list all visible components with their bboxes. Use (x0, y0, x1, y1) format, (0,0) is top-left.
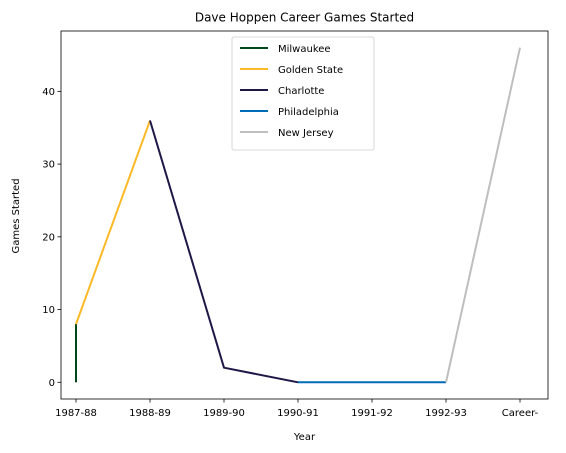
y-tick-label: 30 (42, 160, 55, 171)
legend-label: Milwaukee (278, 44, 331, 55)
y-tick-label: 10 (42, 305, 55, 316)
y-axis-label: Games Started (11, 178, 22, 253)
y-tick-label: 40 (42, 87, 55, 98)
series-line-new-jersey (445, 47, 521, 383)
chart-title: Dave Hoppen Career Games Started (195, 11, 414, 25)
legend-box (231, 36, 375, 151)
x-tick-label: 1987-88 (55, 408, 97, 419)
legend-label: Golden State (278, 65, 343, 76)
plot-frame (60, 30, 549, 400)
legend-label: Philadelphia (278, 107, 339, 118)
x-tick-label: Career- (502, 408, 539, 419)
series-line-golden-state (75, 120, 151, 325)
axes: 1987-88 1988-89 1989-90 1990-91 1991-92 1992-… (42, 30, 549, 419)
x-tick-label: 1991-92 (351, 408, 393, 419)
x-axis-label: Year (293, 432, 316, 443)
legend: Milwaukee Golden State Charlotte Philadelph… (231, 36, 375, 151)
plot-area (75, 47, 521, 384)
y-tick-label: 20 (42, 232, 55, 243)
y-tick-label: 0 (49, 378, 55, 389)
legend-label: Charlotte (278, 86, 324, 97)
x-tick-label: 1988-89 (129, 408, 171, 419)
x-tick-label: 1989-90 (203, 408, 245, 419)
series-line-charlotte (149, 120, 299, 384)
legend-label: New Jersey (278, 128, 334, 139)
x-tick-label: 1990-91 (277, 408, 319, 419)
x-tick-label: 1992-93 (425, 408, 467, 419)
